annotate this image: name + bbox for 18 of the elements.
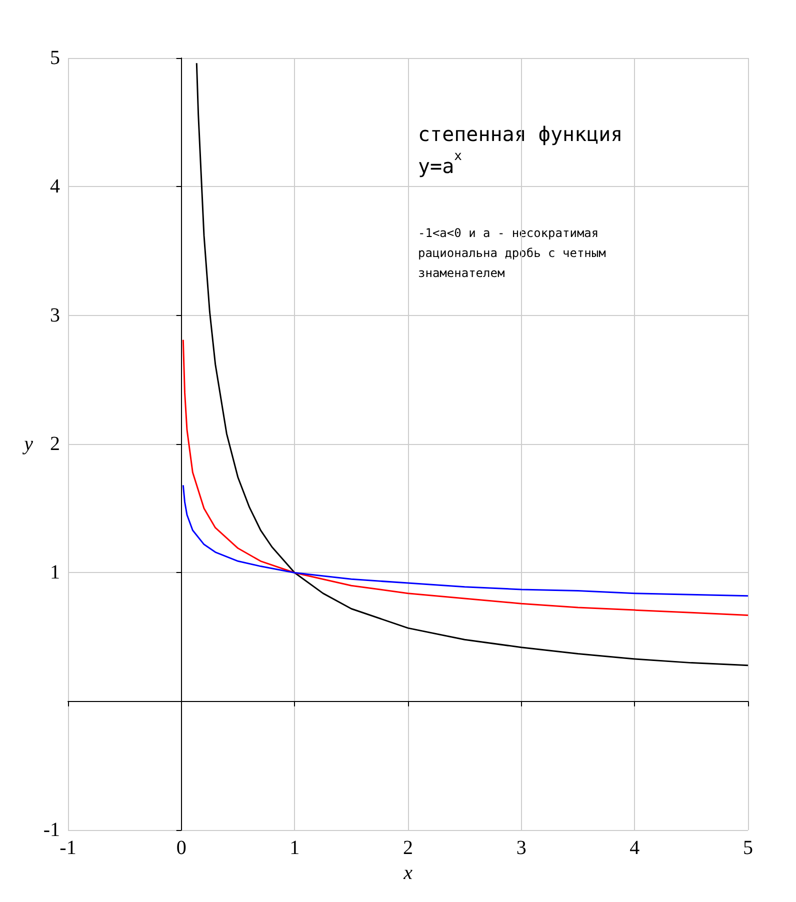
- x-tick-label: 3: [516, 837, 526, 860]
- x-axis-title: x: [402, 862, 413, 884]
- x-tick-label: 2: [403, 837, 413, 860]
- line-series: [182, 484, 749, 597]
- y-tick-label: -1: [43, 819, 60, 842]
- x-tick-label: 5: [743, 837, 753, 860]
- x-tick-label: 0: [176, 837, 186, 860]
- line-series: [196, 62, 749, 666]
- y-tick-label: 5: [50, 47, 60, 69]
- annotation: -1<a<0 и a - несократимая рациональна дробь с четным знаменателем: [418, 226, 606, 280]
- y-tick-label: 1: [50, 562, 60, 584]
- x-tick-label: 4: [630, 837, 640, 860]
- line-series: [182, 339, 749, 616]
- x-tick-label: 1: [290, 837, 300, 860]
- y-tick-label: 3: [50, 304, 60, 326]
- y-axis-title: y: [22, 433, 34, 456]
- y-tick-label: 2: [50, 433, 60, 456]
- y-tick-label: 4: [50, 176, 60, 198]
